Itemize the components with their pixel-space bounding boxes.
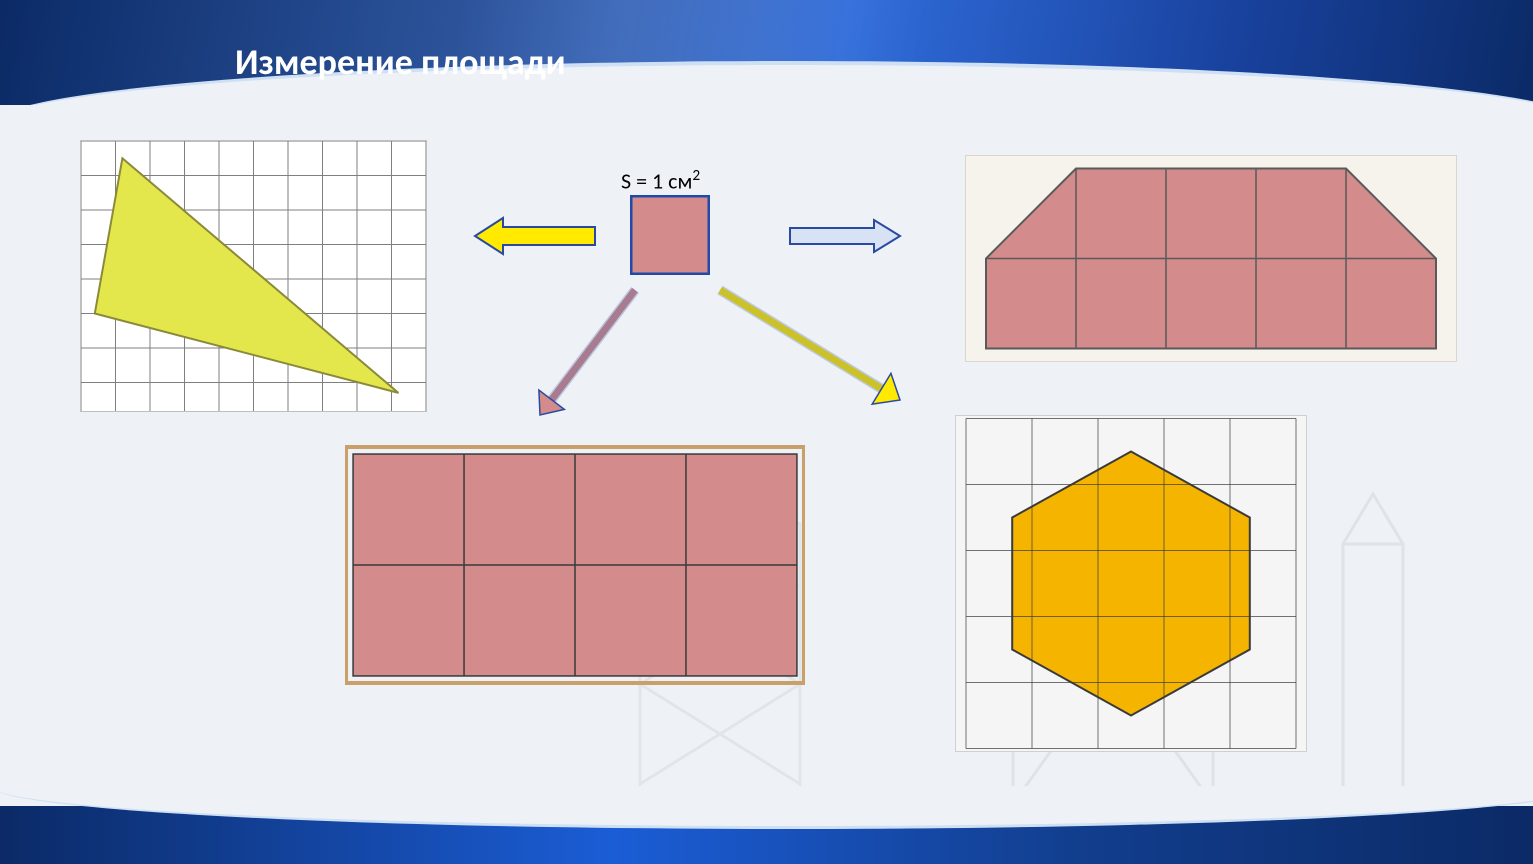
arrow-left-yellow [475, 218, 595, 254]
arrow-right-blue [790, 220, 900, 252]
formula-exp: 2 [692, 166, 700, 185]
figure-rectangle [345, 445, 805, 685]
figure-trapezoid [965, 155, 1457, 362]
arrow-dl-pink [527, 280, 647, 424]
figure-unit-square [630, 195, 710, 275]
figure-triangle [80, 140, 427, 412]
footer-band [0, 806, 1533, 864]
slide: Измерение площади S = 1 см2 [0, 0, 1533, 864]
formula-label: S = 1 см2 [621, 166, 700, 194]
figure-hexagon [955, 415, 1307, 752]
arrow-dr-yellow [711, 275, 910, 416]
slide-title: Измерение площади [235, 40, 566, 84]
header-band [0, 0, 1533, 105]
formula-text: S = 1 см [621, 167, 692, 194]
footer-curve [0, 786, 1533, 829]
